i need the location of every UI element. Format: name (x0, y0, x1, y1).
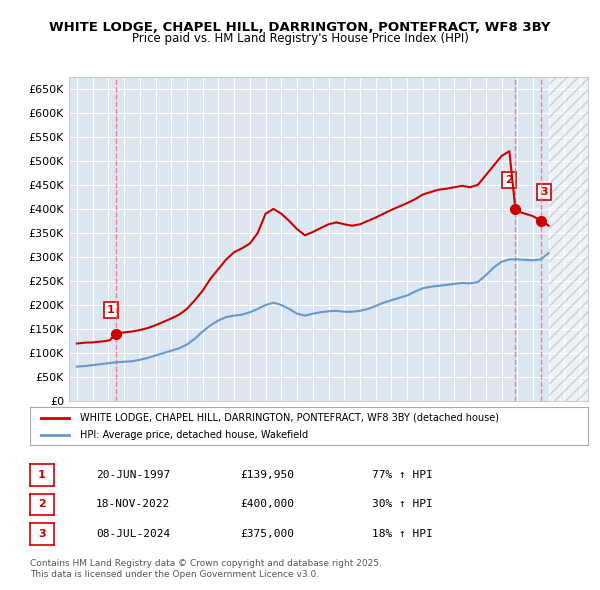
Text: 2: 2 (38, 500, 46, 509)
Text: 08-JUL-2024: 08-JUL-2024 (96, 529, 170, 539)
Text: 20-JUN-1997: 20-JUN-1997 (96, 470, 170, 480)
Text: £400,000: £400,000 (240, 500, 294, 509)
Bar (548, 77, 588, 401)
Text: HPI: Average price, detached house, Wakefield: HPI: Average price, detached house, Wake… (80, 430, 308, 440)
Text: £139,950: £139,950 (240, 470, 294, 480)
Text: Price paid vs. HM Land Registry's House Price Index (HPI): Price paid vs. HM Land Registry's House … (131, 32, 469, 45)
Text: 3: 3 (38, 529, 46, 539)
Text: WHITE LODGE, CHAPEL HILL, DARRINGTON, PONTEFRACT, WF8 3BY (detached house): WHITE LODGE, CHAPEL HILL, DARRINGTON, PO… (80, 413, 499, 423)
Text: 77% ↑ HPI: 77% ↑ HPI (372, 470, 433, 480)
Text: 2: 2 (505, 175, 513, 185)
Text: £375,000: £375,000 (240, 529, 294, 539)
Text: 18-NOV-2022: 18-NOV-2022 (96, 500, 170, 509)
Text: Contains HM Land Registry data © Crown copyright and database right 2025.: Contains HM Land Registry data © Crown c… (30, 559, 382, 568)
Text: This data is licensed under the Open Government Licence v3.0.: This data is licensed under the Open Gov… (30, 571, 319, 579)
Text: 1: 1 (107, 305, 115, 315)
Text: 1: 1 (38, 470, 46, 480)
Text: 3: 3 (541, 187, 548, 197)
Text: WHITE LODGE, CHAPEL HILL, DARRINGTON, PONTEFRACT, WF8 3BY: WHITE LODGE, CHAPEL HILL, DARRINGTON, PO… (49, 21, 551, 34)
Text: 30% ↑ HPI: 30% ↑ HPI (372, 500, 433, 509)
Text: 18% ↑ HPI: 18% ↑ HPI (372, 529, 433, 539)
Bar (548, 77, 588, 401)
